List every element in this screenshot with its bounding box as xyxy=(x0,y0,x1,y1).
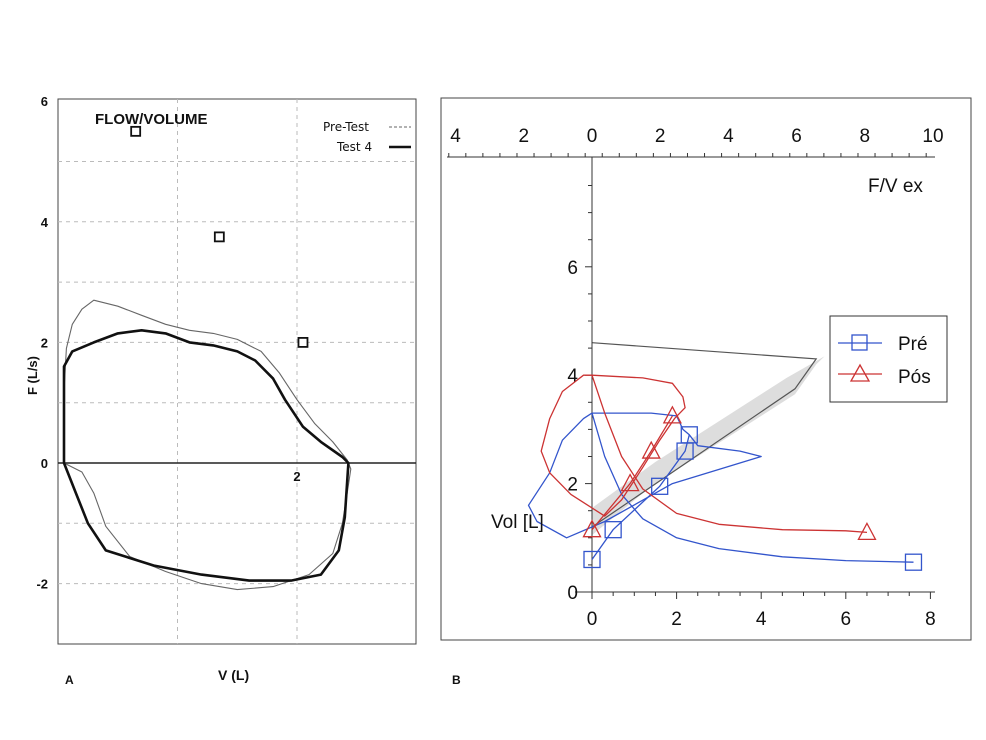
x-tick-label: 2 xyxy=(671,609,682,630)
legend-label-pre-test: Pre-Test xyxy=(323,120,369,134)
pre-data-line xyxy=(591,434,690,560)
panel-b-frame xyxy=(440,97,972,641)
panel-a-series xyxy=(62,125,352,591)
panel-a-flow-volume-chart: 6 4 2 0 -2 2 FLOW/VOLUME V (L) F (L/s) Pre-Te… xyxy=(25,94,417,683)
pos-marker-triangle xyxy=(641,440,661,459)
x-tick-label: 0 xyxy=(587,609,598,630)
panel-a-frame xyxy=(57,98,417,645)
marker-square xyxy=(130,125,142,137)
pos-marker-triangle xyxy=(620,473,640,492)
x2-tick-label: 10 xyxy=(922,126,943,147)
x-tick-label: 2 xyxy=(293,469,300,484)
y-tick-label: 0 xyxy=(41,456,48,471)
pre-decay-curve xyxy=(591,412,914,563)
pre-test-loop xyxy=(63,299,352,591)
pre-loop-curve xyxy=(527,412,762,539)
x-tick-label: 6 xyxy=(841,609,852,630)
panel-a-legend: Pre-Test Test 4 xyxy=(323,120,411,154)
legend-swatch-pre-marker xyxy=(851,334,868,351)
y-tick-label: -2 xyxy=(36,577,48,592)
y-tick-label: 2 xyxy=(41,335,48,350)
y-tick-label: 0 xyxy=(567,583,578,604)
legend-label-pos: Pós xyxy=(898,367,931,388)
y-tick-label: 4 xyxy=(567,366,578,387)
reference-band-area xyxy=(592,356,825,536)
panel-b-y-axis-label: Vol [L] xyxy=(491,512,544,533)
x-tick-label: 4 xyxy=(756,609,767,630)
pos-marker-triangle xyxy=(857,521,877,541)
x2-tick-label: 0 xyxy=(587,126,598,147)
pre-marker-square xyxy=(904,553,923,571)
pre-marker-square xyxy=(583,550,601,569)
pos-decay-curve xyxy=(591,374,868,534)
y-tick-label: 2 xyxy=(567,475,578,496)
pre-marker-square xyxy=(680,426,698,444)
marker-square xyxy=(213,231,225,243)
x2-tick-label: 4 xyxy=(450,126,461,147)
pos-marker-triangle xyxy=(662,405,682,424)
panel-a-gridlines xyxy=(58,99,416,644)
panel-b-tick-labels: 4 2 0 2 4 6 8 10 0 2 4 6 8 0 2 4 6 xyxy=(450,126,943,630)
panel-b-x2-axis-label: F/V ex xyxy=(868,176,923,197)
test-4-loop xyxy=(62,329,350,582)
x2-tick-label: 2 xyxy=(519,126,530,147)
x2-tick-label: 2 xyxy=(655,126,666,147)
panel-a-tick-labels: 6 4 2 0 -2 2 xyxy=(36,94,300,591)
panel-a-y-axis-label: F (L/s) xyxy=(25,356,40,395)
legend-swatch-pos-marker xyxy=(849,363,871,382)
panel-b-legend: Pré Pós xyxy=(829,315,948,403)
x-tick-label: 8 xyxy=(925,609,936,630)
marker-square xyxy=(297,336,309,348)
panel-a-title: FLOW/VOLUME xyxy=(95,111,208,128)
y-tick-label: 6 xyxy=(41,94,48,109)
pos-data-line xyxy=(591,415,673,531)
x2-tick-label: 6 xyxy=(791,126,802,147)
y-tick-label: 6 xyxy=(567,258,578,279)
pos-marker-triangle xyxy=(582,519,602,538)
panel-b-reference-band xyxy=(591,342,825,536)
pre-marker-square xyxy=(651,477,669,495)
panel-a-x-axis-label: V (L) xyxy=(218,667,249,683)
panel-label-a: A xyxy=(65,673,74,687)
legend-label-pre: Pré xyxy=(898,334,928,355)
panel-b-series xyxy=(527,374,923,571)
x2-tick-label: 8 xyxy=(860,126,871,147)
y-tick-label: 4 xyxy=(41,215,49,230)
panel-b-volume-chart: 4 2 0 2 4 6 8 10 0 2 4 6 8 0 2 4 6 F/V ex Vol [L] Pré Pó… xyxy=(440,97,972,641)
pre-marker-square xyxy=(604,521,622,539)
legend-label-test-4: Test 4 xyxy=(336,140,372,154)
x2-tick-label: 4 xyxy=(723,126,734,147)
pos-loop-curve xyxy=(540,374,686,517)
panel-b-legend-box xyxy=(829,315,948,403)
panel-label-b: B xyxy=(452,673,461,687)
